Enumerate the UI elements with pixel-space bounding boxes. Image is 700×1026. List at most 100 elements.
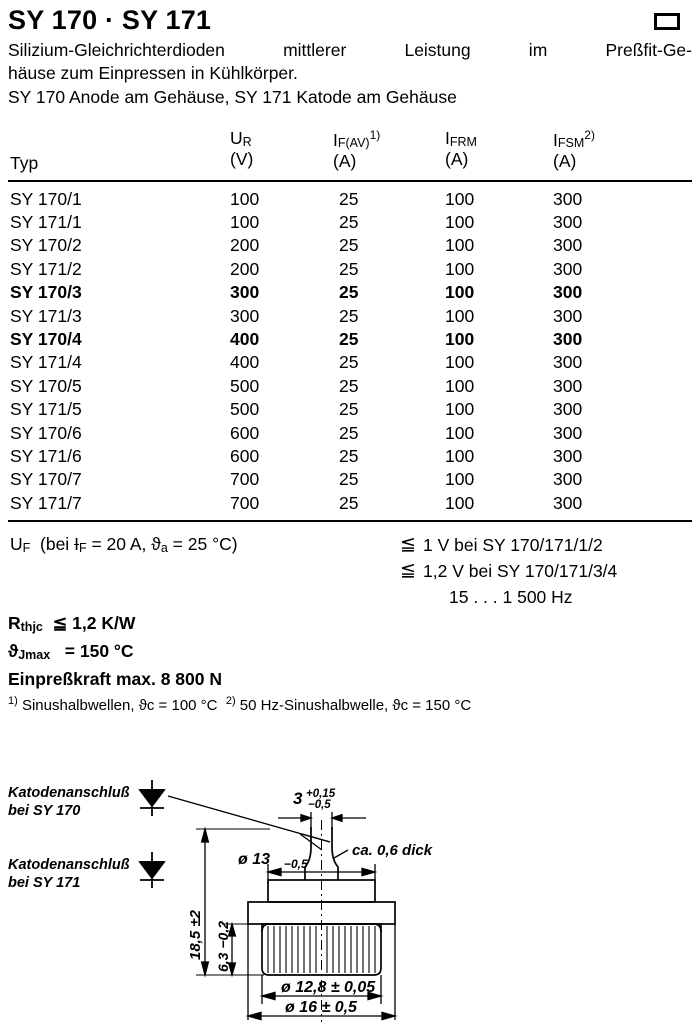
cell-ifsm: 300 (553, 492, 583, 513)
cell-ifsm: 300 (553, 282, 583, 303)
table-row: SY 170/2 200 25 100 300 (8, 234, 692, 257)
page-header: SY 170 · SY 171 (8, 0, 692, 34)
knurl-diameter-dimension (259, 975, 384, 1004)
cell-typ: SY 170/5 (10, 375, 82, 396)
cell-typ: SY 171/1 (10, 212, 82, 233)
table-row: SY 171/5 500 25 100 300 (8, 398, 692, 421)
knurl-height-dimension (227, 921, 237, 978)
column-header-ifrm: IFRM (A) (445, 127, 477, 170)
description-line-1: Silizium-Gleichrichterdioden mittlerer L… (8, 40, 692, 61)
ifsm-footnote-marker: 2) (584, 127, 595, 142)
cell-ifrm: 100 (445, 469, 475, 490)
head-diameter-dimension (265, 864, 378, 884)
column-header-typ: Typ (10, 152, 39, 173)
cell-ifrm: 100 (445, 422, 475, 443)
table-row: SY 170/7 700 25 100 300 (8, 468, 692, 491)
junction-temperature-spec: ϑJmax = 150 °C (8, 641, 134, 663)
description-line-3: SY 170 Anode am Gehäuse, SY 171 Katode a… (8, 86, 457, 107)
specifications-block: UF (bei IF = 20 A, ϑa = 25 °C) ≦ ≦ 1 V b… (8, 532, 692, 714)
cell-ifrm: 100 (445, 375, 475, 396)
dim-pin-tol-upper: +0,15 (306, 788, 336, 800)
less-equal-icon-2: ≦ (400, 560, 416, 582)
table-row: SY 171/3 300 25 100 300 (8, 305, 692, 328)
description-line-2: häuse zum Einpressen in Kühlkörper. (8, 63, 298, 84)
uf-values: 1 V bei SY 170/171/1/2 1,2 V bei SY 170/… (423, 532, 617, 610)
cell-ifav: 25 (339, 188, 359, 209)
cell-ifav: 25 (339, 492, 359, 513)
total-height-dimension (200, 826, 210, 978)
cell-ur: 400 (230, 352, 260, 373)
column-header-ur: UR (V) (230, 127, 254, 170)
cell-ur: 200 (230, 258, 260, 279)
cathode-label-sy171: Katodenanschluß bei SY 171 (8, 857, 130, 892)
cell-typ: SY 171/3 (10, 305, 82, 326)
cell-ifrm: 100 (445, 492, 475, 513)
cell-typ: SY 171/6 (10, 445, 82, 466)
cell-ifsm: 300 (553, 258, 583, 279)
cell-ur: 700 (230, 492, 260, 513)
cell-ifrm: 100 (445, 188, 475, 209)
cell-ifrm: 100 (445, 282, 475, 303)
cell-ifrm: 100 (445, 235, 475, 256)
if-symbol: I (74, 534, 79, 555)
footnote-1-text: Sinushalbwellen, ϑc = 100 °C (17, 697, 218, 715)
cell-ifrm: 100 (445, 328, 475, 349)
forward-voltage-spec: UF (bei IF = 20 A, ϑa = 25 °C) ≦ ≦ 1 V b… (8, 532, 692, 608)
diode-symbol-sy171 (138, 852, 166, 888)
cell-ifsm: 300 (553, 212, 583, 233)
table-row: SY 170/3 300 25 100 300 (8, 281, 692, 304)
dim-pin-tol-lower: −0,5 (308, 799, 331, 811)
footnotes: 1) Sinushalbwellen, ϑc = 100 °C 2) 50 Hz… (8, 695, 692, 714)
table-header-row: Typ UR (V) IF(AV)1) (A) IFRM (A) IFSM2) … (8, 126, 692, 180)
leader-line (167, 795, 331, 851)
cell-ifsm: 300 (553, 188, 583, 209)
cell-ifsm: 300 (553, 445, 583, 466)
dim-flange-thickness: ca. 0,6 dick (352, 842, 433, 859)
ur-unit: (V) (230, 149, 254, 170)
rectangle-outline-icon (654, 13, 680, 30)
dim-head-diameter-tol: −0,5 (284, 857, 308, 871)
ifav-subscript: F(AV) (337, 136, 370, 151)
uf-condition-label: UF (bei IF = 20 A, ϑa = 25 °C) (10, 534, 238, 556)
cell-typ: SY 171/4 (10, 352, 82, 373)
dim-knurl-height: 6,3 −0,2 (215, 921, 231, 972)
table-row: SY 171/4 400 25 100 300 (8, 351, 692, 374)
cell-ur: 500 (230, 375, 260, 396)
cell-ifsm: 300 (553, 375, 583, 396)
cell-ifav: 25 (339, 328, 359, 349)
table-row: SY 171/6 600 25 100 300 (8, 445, 692, 468)
cell-ifav: 25 (339, 352, 359, 373)
cell-ur: 400 (230, 328, 260, 349)
uf-value-1: 1 V bei SY 170/171/1/2 (423, 535, 603, 556)
cell-ifsm: 300 (553, 399, 583, 420)
footnote-2-text: 50 Hz-Sinushalbwelle, ϑc = 150 °C (235, 697, 472, 715)
cell-ifsm: 300 (553, 469, 583, 490)
ifsm-unit: (A) (553, 150, 577, 171)
dim-pin-width: 3 (293, 789, 303, 808)
ifav-footnote-marker: 1) (369, 127, 381, 142)
cell-ifav: 25 (339, 258, 359, 279)
ur-subscript: R (242, 134, 252, 149)
cell-ifav: 25 (339, 305, 359, 326)
cell-ifav: 25 (339, 282, 359, 303)
cell-ur: 300 (230, 282, 260, 303)
cell-ifav: 25 (339, 212, 359, 233)
ifrm-subscript: FRM (449, 134, 477, 149)
cell-ifav: 25 (339, 469, 359, 490)
cell-ifsm: 300 (553, 422, 583, 443)
less-equal-symbols: ≦ ≦ (400, 532, 416, 584)
cell-typ: SY 171/5 (10, 399, 82, 420)
page-title: SY 170 · SY 171 (8, 5, 212, 35)
cell-ur: 100 (230, 212, 260, 233)
cell-typ: SY 170/7 (10, 469, 82, 490)
flange-thickness-leader (333, 849, 349, 859)
cell-ifsm: 300 (553, 352, 583, 373)
cell-typ: SY 171/2 (10, 258, 82, 279)
cell-ifrm: 100 (445, 352, 475, 373)
press-fit-force-spec: Einpreßkraft max. 8 800 N (8, 669, 222, 690)
table-body: SY 170/1 100 25 100 300 SY 171/1 100 25 100 300 SY… (8, 182, 692, 520)
thermal-specs: Rthjc ≦ 1,2 K/W ϑJmax = 150 °C Einpreßkr… (8, 610, 692, 692)
package-outline-drawing: Katodenanschluß bei SY 170 Katodenanschl… (0, 772, 700, 1026)
table-row: SY 171/7 700 25 100 300 (8, 492, 692, 515)
